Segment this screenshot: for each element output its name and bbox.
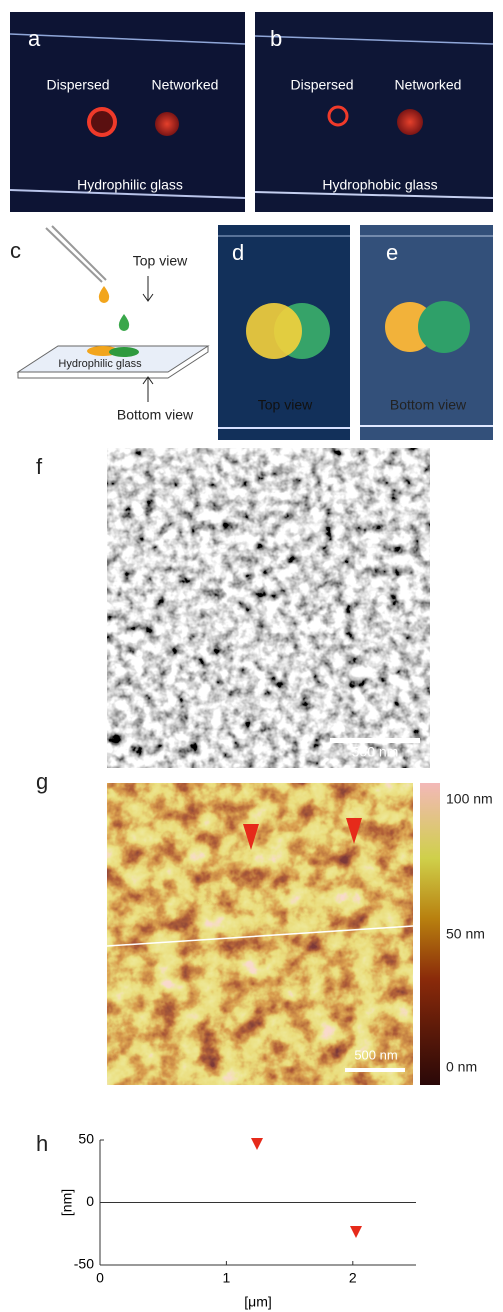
afm-image [107,783,413,1085]
colorbar [420,783,440,1085]
panel-e: e Bottom view [360,225,493,440]
label: Hydrophilic glass [58,358,142,370]
label: Dispersed [46,77,109,93]
scale-label: 500 nm [354,1047,397,1062]
scale-label: 500 nm [352,744,399,760]
panel-label: c [10,238,21,263]
panel-b: b Dispersed Networked Hydrophobic glass [255,12,493,212]
panel-label: e [386,240,398,265]
x-tick-label: 1 [223,1270,231,1286]
panel-label: f [36,454,43,479]
x-tick-label: 0 [96,1270,104,1286]
spot [418,301,470,353]
x-axis-label: [μm] [244,1294,272,1310]
panel-c: c Top view Hydrophilic glass Bottom view [10,226,208,423]
panel-h: h [36,1131,362,1238]
spot [246,303,302,359]
label: Networked [395,77,462,93]
panel-label: g [36,769,48,794]
caption: Top view [258,397,313,413]
spot [109,347,139,357]
sem-image [107,448,430,768]
panel-d: d Top view [218,225,350,440]
x-tick-label: 2 [349,1270,357,1286]
colorbar-label: 100 nm [446,791,493,807]
figure: a Dispersed Networked Hydrophilic glass … [0,0,503,1312]
caption: Bottom view [390,397,467,413]
colorbar-label: 0 nm [446,1059,477,1075]
scale-bar [345,1068,405,1072]
drop [119,314,129,331]
label: Dispersed [290,77,353,93]
panel-g: g 500 nm 100 nm 50 nm 0 nm [36,769,493,1085]
panel-f: f 500 nm [36,448,430,768]
scale-bar [330,738,420,743]
drop [99,286,109,303]
marker [251,1138,263,1150]
label: Top view [133,253,188,269]
colorbar-label: 50 nm [446,926,485,942]
y-tick-label: -50 [74,1256,94,1272]
panel-label: d [232,240,244,265]
y-tick-label: 50 [78,1131,94,1147]
caption: Hydrophobic glass [322,177,437,193]
label: Networked [152,77,219,93]
drop [397,109,423,135]
arrow [143,377,153,402]
marker [350,1226,362,1238]
drop [89,109,115,135]
y-axis-label: [nm] [59,1189,75,1216]
panel-label: a [28,26,41,51]
pipette [52,226,106,280]
label: Bottom view [117,407,194,423]
pipette [46,228,102,282]
drop [155,112,179,136]
y-tick-label: 0 [86,1193,94,1209]
panel-label: b [270,26,282,51]
panel-a: a Dispersed Networked Hydrophilic glass [10,12,245,212]
caption: Hydrophilic glass [77,177,183,193]
arrow [143,276,153,301]
panel-label: h [36,1131,48,1156]
